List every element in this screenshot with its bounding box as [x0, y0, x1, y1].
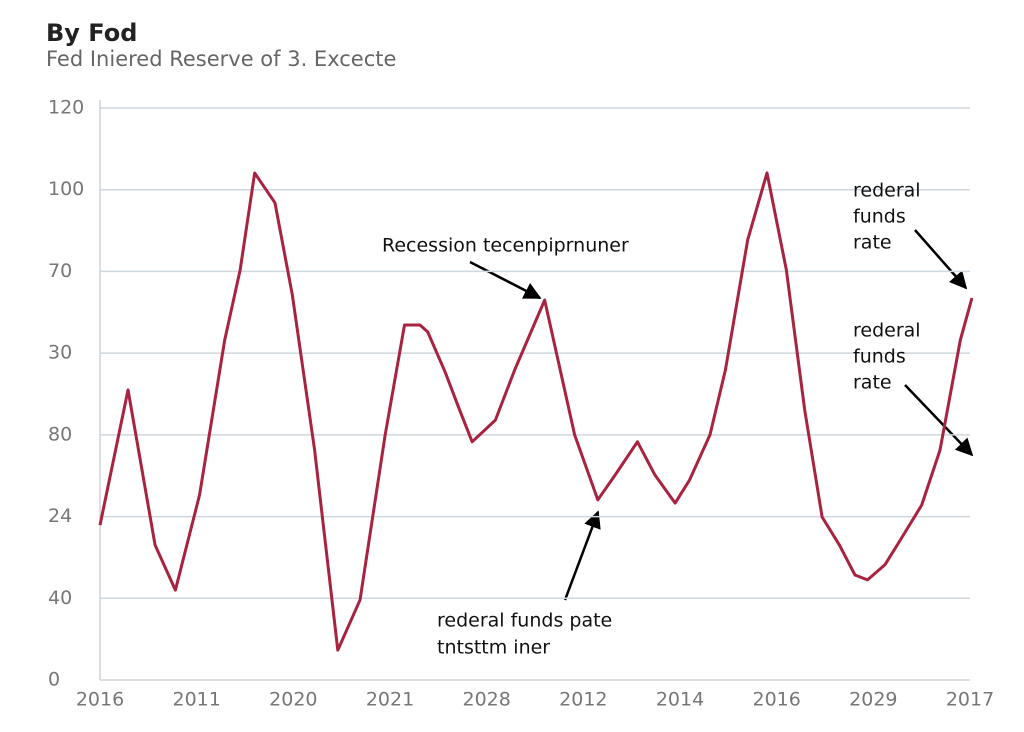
annotation: rederal: [853, 180, 921, 202]
chart-subtitle: Fed Iniered Reserve of 3. Excecte: [46, 47, 396, 71]
line: [98, 171, 974, 652]
y-tick-label: 80: [48, 423, 72, 445]
x-tick-label: 2014: [656, 689, 704, 711]
x-tick-label: 2020: [269, 689, 317, 711]
x-tick-label: 2012: [559, 689, 607, 711]
y-tick-label: 70: [48, 260, 72, 282]
arrow: [563, 510, 601, 601]
y-tick-label: 0: [48, 669, 60, 691]
annotation: rederal: [853, 320, 921, 342]
chart-title: By Fod: [46, 19, 137, 47]
arrow: [469, 260, 542, 300]
annotation: rate: [853, 372, 892, 394]
y-tick-label: 40: [48, 587, 72, 609]
x-tick-label: 2029: [849, 689, 897, 711]
annotation: rederal funds pate: [437, 610, 612, 632]
x-tick-label: 2017: [946, 689, 994, 711]
y-tick-label: 100: [48, 178, 84, 200]
x-tick-label: 2028: [462, 689, 510, 711]
x-tick-label: 2016: [752, 689, 800, 711]
annotation: tntsttm iner: [437, 637, 550, 659]
x-tick-label: 2011: [172, 689, 220, 711]
x-tick-label: 2021: [366, 689, 414, 711]
annotation: funds: [853, 346, 906, 368]
arrow: [914, 229, 968, 290]
x-tick-label: 2016: [76, 689, 124, 711]
y-tick-label: 120: [48, 97, 84, 119]
arrow: [904, 384, 974, 457]
y-tick-label: 30: [48, 342, 72, 364]
annotation: rate: [853, 232, 892, 254]
annotation: funds: [853, 206, 906, 228]
annotation: Recession tecenpiprnuner: [382, 235, 629, 257]
y-tick-label: 24: [48, 505, 72, 527]
